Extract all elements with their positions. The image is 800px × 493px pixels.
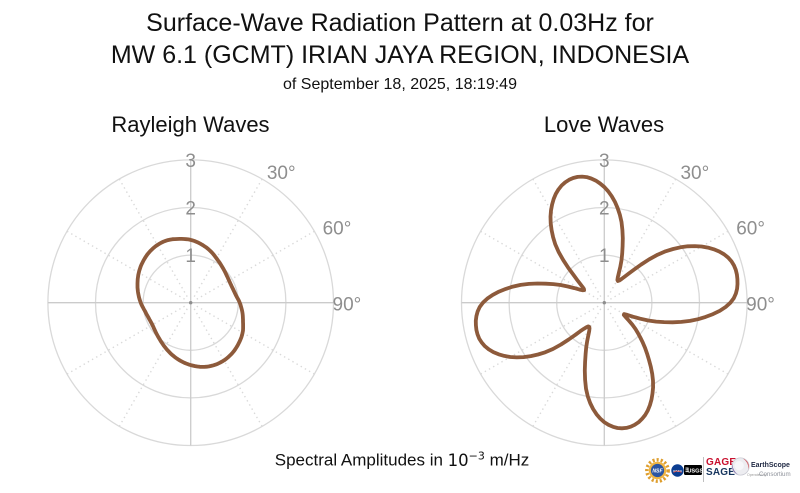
earthscope-logo-icon [731,457,750,476]
usgs-bar [685,471,689,473]
earthscope-name-text: EarthScope [751,461,790,469]
rayleigh-polar-plot: 1 2 3 30° 60° 90° [47,151,362,447]
nsf-logo-text: NSF [652,469,663,475]
spoke-line [118,308,188,427]
earthscope-red-swoosh [743,458,749,470]
radial-tick-label: 2 [599,199,610,220]
earthscope-purple-swoosh [732,463,738,475]
caption-exponent: −3 [468,449,485,462]
angle-tick-label: 90° [333,295,362,316]
figure-title-line1: Surface-Wave Radiation Pattern at 0.03Hz… [146,9,654,37]
usgs-plate [684,465,702,475]
sage-logo-text: SAGE [706,467,736,478]
radiation-curve [473,174,740,431]
center-dot [189,301,193,305]
caption-unit: m/Hz [484,450,530,470]
usgs-bar [685,469,689,471]
spoke-line [193,178,263,297]
usgs-logo-icon: USGS [684,465,702,475]
figure-caption: Spectral Amplitudes in 10−3 m/Hz [0,449,800,471]
spoke-line [532,178,602,297]
usgs-logo-text: USGS [687,468,702,474]
center-dot [602,301,606,305]
spoke-line [610,230,729,300]
earthscope-operated-text: Operated by [747,472,767,477]
nasa-chevron [673,470,682,473]
spoke-line [196,230,315,300]
spoke-line [480,230,599,300]
spoke-line [66,230,185,300]
love-polar-plot: 1 2 3 30° 60° 90° [460,151,775,447]
caption-lead: Spectral Amplitudes in [274,450,448,470]
spoke-line [607,308,677,427]
earthscope-consortium-text: Consortium [759,470,791,478]
love-plot-title: Love Waves [543,112,665,137]
angle-tick-label: 30° [680,163,709,184]
nsf-starburst-ring [645,458,670,483]
figure-title-line2: MW 6.1 (GCMT) IRIAN JAYA REGION, INDONES… [110,41,690,69]
spoke-line [196,305,315,375]
spoke-line [610,305,729,375]
radial-tick-label: 3 [185,151,196,172]
radial-tick-label: 2 [185,199,196,220]
radial-tick-label: 3 [599,151,610,172]
caption-base: 10 [447,450,469,470]
spoke-line [193,308,263,427]
caption-math-base: 10−3 [447,449,485,470]
spoke-line [118,178,188,297]
angle-tick-label: 90° [746,295,775,316]
nasa-logo-icon: NASA [671,464,684,477]
logo-separator [702,457,704,482]
angle-tick-label: 60° [323,219,352,240]
spoke-line [532,308,602,427]
radial-tick-label: 1 [185,246,196,267]
rayleigh-plot-title: Rayleigh Waves [111,112,270,137]
spoke-line [480,305,599,375]
nsf-globe [650,463,665,478]
gage-logo-text: GAGE [706,456,737,468]
earthscope-highlight [734,461,744,471]
angle-tick-label: 60° [736,219,765,240]
spoke-line [66,305,185,375]
figure-subtitle: of September 18, 2025, 18:19:49 [283,76,517,93]
spoke-line [607,178,677,297]
angle-tick-label: 30° [267,163,296,184]
nsf-logo-icon: NSF [645,458,670,483]
radiation-curve [135,237,245,369]
usgs-bar [685,467,689,469]
radial-tick-label: 1 [599,246,610,267]
nasa-disc [671,464,684,477]
title-block: Surface-Wave Radiation Pattern at 0.03Hz… [0,7,800,95]
